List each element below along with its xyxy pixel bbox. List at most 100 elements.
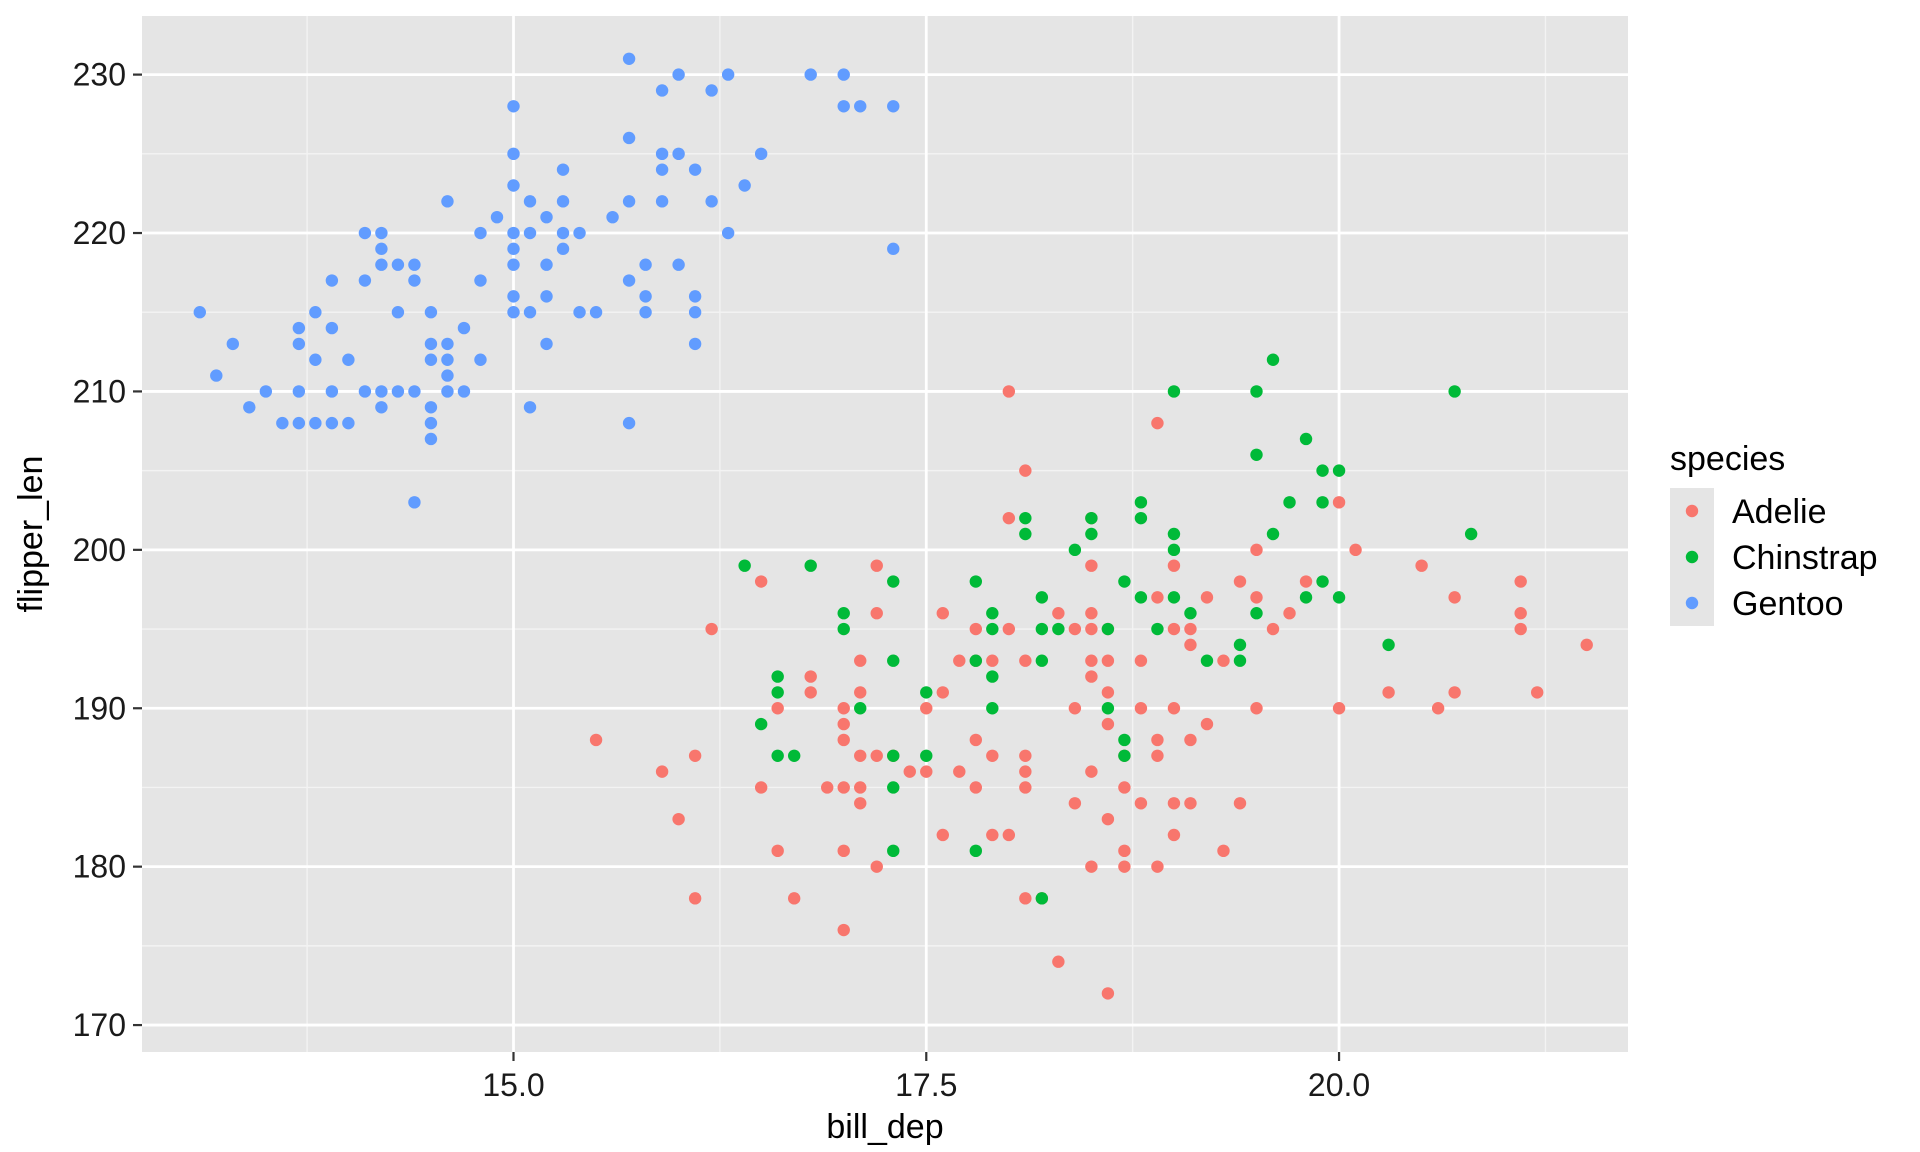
- data-point: [1151, 591, 1164, 604]
- data-point: [309, 353, 322, 366]
- data-point: [969, 844, 983, 858]
- data-point: [837, 733, 850, 747]
- data-point: [1167, 702, 1181, 715]
- data-point: [1266, 527, 1280, 541]
- data-point: [655, 147, 669, 161]
- data-point: [854, 654, 867, 667]
- data-point: [688, 163, 702, 176]
- data-point: [1134, 702, 1148, 715]
- data-point: [1250, 607, 1263, 620]
- y-tick-label: 220: [73, 215, 126, 251]
- data-point: [507, 179, 520, 192]
- data-point: [1233, 575, 1247, 588]
- data-point: [821, 781, 834, 794]
- data-point: [837, 781, 850, 794]
- data-point: [969, 733, 983, 747]
- data-point: [986, 749, 999, 762]
- data-point: [688, 749, 702, 762]
- legend-label: Gentoo: [1732, 585, 1844, 623]
- data-point: [655, 195, 669, 208]
- x-axis-title: bill_dep: [826, 1108, 943, 1146]
- data-point: [1085, 654, 1098, 667]
- legend-label: Chinstrap: [1732, 539, 1878, 577]
- data-point: [986, 654, 999, 667]
- data-point: [688, 892, 702, 905]
- data-point: [507, 242, 520, 256]
- y-tick-label: 200: [73, 532, 126, 568]
- data-point: [837, 717, 850, 731]
- data-point: [226, 337, 240, 351]
- data-point: [441, 385, 454, 398]
- data-point: [1019, 781, 1032, 794]
- data-point: [1101, 717, 1115, 731]
- data-point: [1118, 749, 1131, 762]
- data-point: [837, 100, 850, 113]
- data-point: [441, 353, 454, 366]
- data-point: [292, 321, 306, 335]
- data-point: [408, 496, 421, 509]
- data-point: [523, 226, 537, 240]
- data-point: [639, 258, 652, 271]
- data-point: [920, 749, 933, 762]
- data-point: [1332, 702, 1346, 715]
- series-gentoo: [193, 52, 900, 509]
- data-point: [589, 733, 603, 747]
- data-point: [887, 844, 900, 858]
- data-point: [1002, 828, 1016, 842]
- x-axis: 15.0 17.5 20.0: [482, 1052, 1370, 1103]
- data-point: [1200, 654, 1214, 667]
- data-point: [969, 575, 983, 588]
- data-point: [837, 923, 850, 937]
- data-point: [1019, 749, 1032, 762]
- data-point: [1118, 733, 1131, 747]
- data-point: [1052, 955, 1065, 968]
- data-point: [292, 337, 306, 351]
- data-point: [887, 242, 900, 256]
- data-point: [1233, 797, 1247, 810]
- data-point: [738, 559, 751, 572]
- data-point: [1184, 797, 1197, 810]
- data-point: [771, 749, 784, 762]
- data-point: [1002, 622, 1016, 636]
- data-point: [1217, 844, 1230, 858]
- data-point: [309, 416, 322, 430]
- data-point: [523, 306, 537, 319]
- data-point: [1002, 511, 1016, 525]
- legend-items: Adelie Chinstrap Gentoo: [1670, 488, 1878, 626]
- data-point: [1068, 622, 1082, 636]
- data-point: [243, 401, 256, 414]
- data-point: [771, 670, 784, 683]
- data-point: [754, 147, 768, 161]
- data-point: [920, 702, 933, 715]
- data-point: [969, 781, 983, 794]
- data-point: [474, 274, 487, 287]
- data-point: [754, 781, 768, 794]
- data-point: [1266, 353, 1280, 366]
- data-point: [688, 306, 702, 319]
- data-point: [837, 702, 850, 715]
- data-point: [721, 68, 735, 81]
- data-point: [920, 686, 933, 699]
- data-point: [754, 717, 768, 731]
- data-point: [325, 385, 339, 398]
- data-point: [1085, 860, 1098, 873]
- data-point: [1134, 511, 1148, 525]
- data-point: [953, 654, 966, 667]
- data-point: [1068, 797, 1082, 810]
- data-point: [375, 242, 388, 256]
- data-point: [1250, 448, 1263, 461]
- data-point: [1184, 638, 1197, 652]
- data-point: [1118, 860, 1131, 873]
- data-point: [325, 274, 339, 287]
- data-point: [540, 210, 553, 224]
- data-point: [1151, 733, 1164, 747]
- data-point: [408, 274, 421, 287]
- data-point: [936, 607, 949, 620]
- data-point: [1299, 591, 1313, 604]
- y-axis-title: flipper_len: [12, 456, 50, 613]
- data-point: [1299, 432, 1313, 446]
- data-point: [1217, 654, 1230, 667]
- data-point: [1184, 607, 1197, 620]
- data-point: [887, 749, 900, 762]
- data-point: [986, 670, 999, 683]
